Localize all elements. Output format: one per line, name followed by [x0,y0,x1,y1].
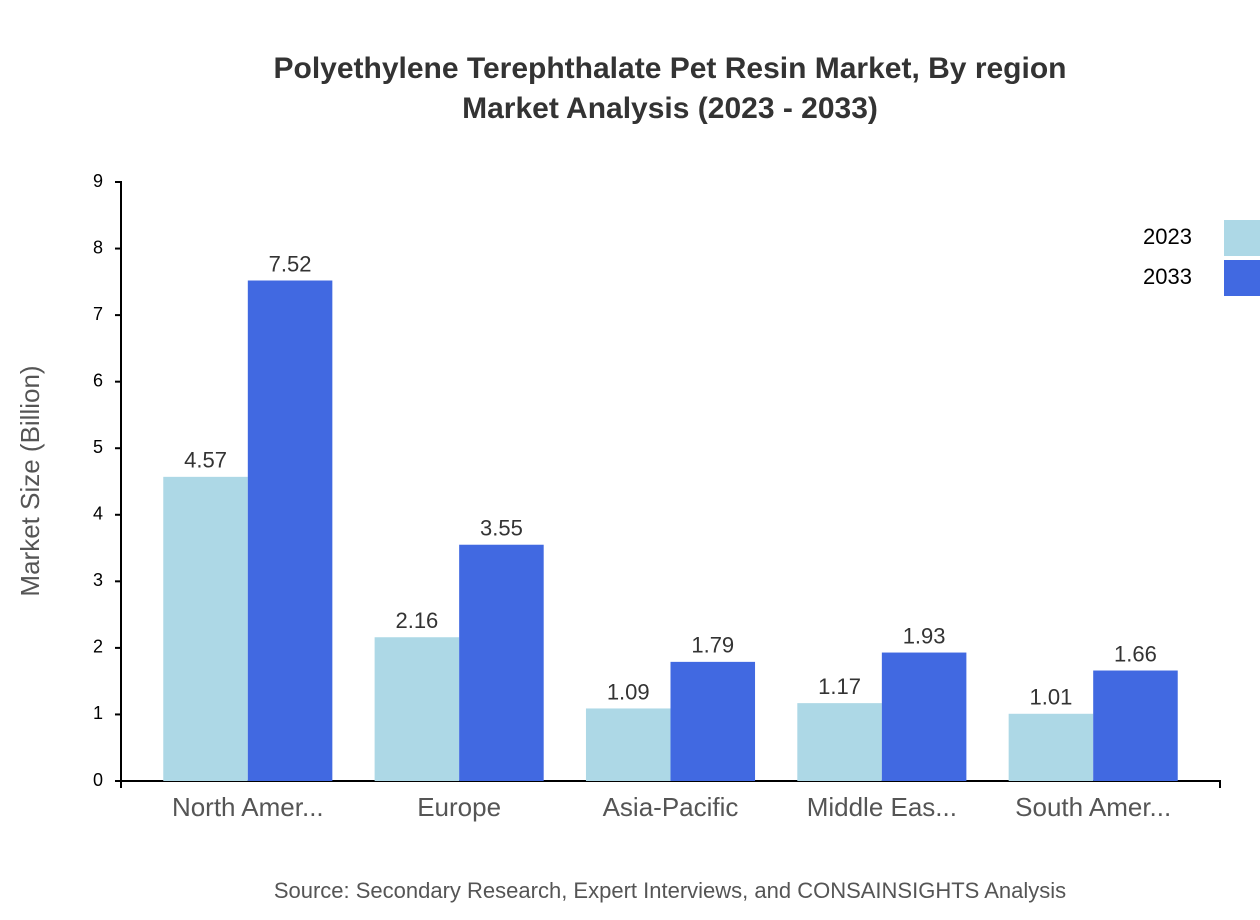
value-label: 4.57 [184,448,227,473]
y-tick-label: 8 [93,237,103,257]
value-label: 7.52 [269,251,312,276]
value-label: 2.16 [395,608,438,633]
y-axis-title: Market Size (Billion) [15,365,45,596]
bar [1008,713,1094,781]
bar [585,708,671,781]
x-axis [120,780,1221,788]
source-note: Source: Secondary Research, Expert Inter… [274,878,1066,903]
y-tick-label: 5 [93,437,103,457]
bar [247,280,333,781]
y-tick-label: 4 [93,504,103,524]
y-tick-label: 2 [93,637,103,657]
value-label: 1.66 [1114,641,1157,666]
y-tick-label: 0 [93,770,103,790]
y-tick-label: 6 [93,370,103,390]
value-label: 1.93 [903,623,946,648]
chart-title: Polyethylene Terephthalate Pet Resin Mar… [273,52,1066,85]
bar [881,652,967,781]
y-tick-label: 9 [93,171,103,191]
y-axis [115,181,122,782]
x-tick-label: Europe [417,792,501,822]
chart-subtitle: Market Analysis (2023 - 2033) [462,92,878,125]
value-label: 1.09 [607,679,650,704]
value-label: 1.17 [818,674,861,699]
y-tick-label: 1 [93,703,103,723]
legend-label: 2033 [1143,264,1192,289]
y-tick-label: 3 [93,570,103,590]
value-label: 1.01 [1030,685,1073,710]
legend-swatch [1224,220,1260,256]
x-tick-label: Asia-Pacific [603,792,739,822]
x-tick-label: South Amer... [1015,792,1171,822]
y-tick-label: 7 [93,304,103,324]
x-tick-label: North Amer... [172,792,324,822]
bar [797,703,882,781]
value-label: 3.55 [480,516,523,541]
x-tick-label: Middle Eas... [807,792,957,822]
bar [163,476,248,781]
legend-swatch [1224,260,1260,296]
value-label: 1.79 [691,633,734,658]
bar [374,637,460,781]
bar [459,544,544,781]
bar [1093,670,1178,781]
legend-label: 2023 [1143,224,1192,249]
bar [670,661,756,781]
